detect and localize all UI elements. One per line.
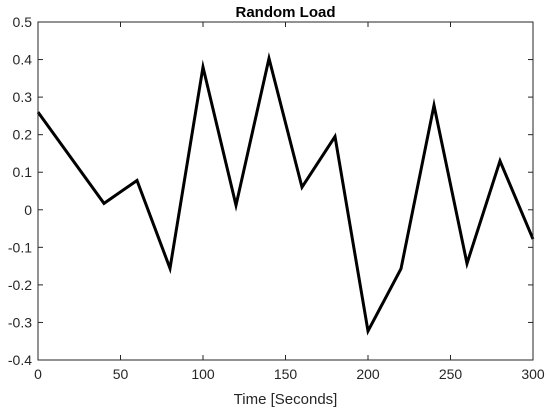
x-tick-label: 100 xyxy=(191,366,215,382)
series-line xyxy=(36,52,535,336)
y-tick-label: 0.5 xyxy=(13,14,33,30)
y-tick-label: 0.2 xyxy=(13,127,33,143)
x-tick-label: 300 xyxy=(521,366,545,382)
y-tick-label: -0.2 xyxy=(8,277,32,293)
y-tick-label: -0.3 xyxy=(8,314,32,330)
y-tick-label: 0.4 xyxy=(13,52,33,68)
x-tick-label: 250 xyxy=(439,366,463,382)
x-axis-ticks: 0 50 100 150 200 250 300 xyxy=(34,22,545,382)
x-axis-label: Time [Seconds] xyxy=(234,391,338,408)
x-tick-label: 0 xyxy=(34,366,42,382)
plot-frame xyxy=(37,21,534,361)
y-tick-label: -0.1 xyxy=(8,239,32,255)
y-tick-label: 0 xyxy=(24,202,32,218)
y-tick-label: -0.4 xyxy=(8,352,32,368)
x-tick-label: 150 xyxy=(274,366,298,382)
y-tick-label: 0.1 xyxy=(13,164,33,180)
chart-title: Random Load xyxy=(236,4,336,21)
y-tick-label: 0.3 xyxy=(13,89,33,105)
y-axis-ticks: -0.4 -0.3 -0.2 -0.1 0 0.1 0.2 0.3 0.4 0.5 xyxy=(8,14,533,368)
x-tick-label: 50 xyxy=(113,366,129,382)
series-group xyxy=(36,52,535,336)
plot-area xyxy=(38,22,533,360)
x-tick-label: 200 xyxy=(356,366,380,382)
